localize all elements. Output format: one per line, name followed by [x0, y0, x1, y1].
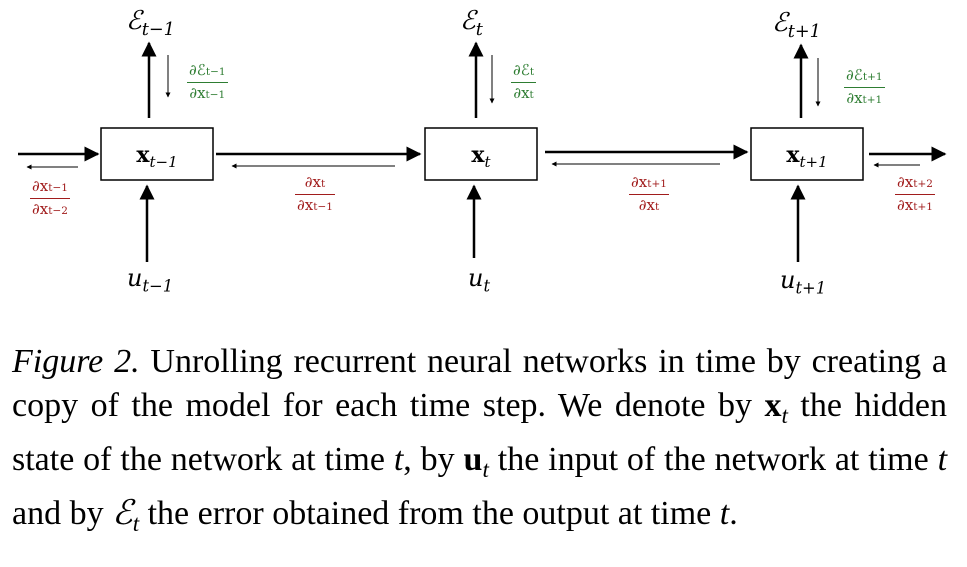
state-gradient-t-plus-2-over-t-plus-1: ∂xt+2 ∂xt+1 — [895, 173, 935, 214]
input-label-t: ut — [468, 264, 491, 296]
state-gradient-t-over-t-minus-1: ∂xt ∂xt−1 — [295, 173, 335, 214]
caption-symbol-x: x — [764, 387, 782, 424]
input-label-t-plus-1: ut+1 — [780, 266, 827, 298]
error-label-t-plus-1: ℰt+1 — [772, 8, 821, 43]
state-label-t: xt — [471, 142, 491, 172]
caption-symbol-t-2: t — [937, 440, 948, 478]
error-gradient-t: ∂ℰt ∂xt — [511, 61, 537, 102]
error-label-t: ℰt — [460, 6, 483, 41]
state-box-t-minus-1 — [100, 127, 214, 181]
state-box-t — [424, 127, 538, 181]
error-label-t-minus-1: ℰt−1 — [126, 6, 175, 41]
caption-symbol-e: ℰ — [112, 494, 133, 532]
error-gradient-t-plus-1: ∂ℰt+1 ∂xt+1 — [844, 66, 885, 107]
caption-symbol-u: u — [463, 440, 483, 478]
caption-text-3: , by — [403, 440, 464, 478]
caption-text-7: . — [729, 494, 738, 532]
state-label-t-plus-1: xt+1 — [786, 142, 828, 172]
state-box-t-plus-1 — [750, 127, 864, 181]
caption-text-5: and by — [12, 494, 113, 532]
error-gradient-t-minus-1: ∂ℰt−1 ∂xt−1 — [187, 61, 228, 102]
caption-symbol-t-1: t — [393, 440, 404, 478]
state-label-t-minus-1: xt−1 — [136, 142, 178, 172]
caption-text-4: the input of the network at time — [488, 440, 938, 478]
caption-text-2: the hidden state of the network at time — [12, 387, 947, 478]
figure-number: Figure 2. — [12, 343, 140, 380]
state-gradient-t-plus-1-over-t: ∂xt+1 ∂xt — [629, 173, 669, 214]
caption-sub-t-1: t — [781, 402, 788, 429]
rnn-unrolled-diagram — [18, 41, 947, 262]
caption-symbol-t-3: t — [719, 494, 730, 532]
input-label-t-minus-1: ut−1 — [127, 264, 174, 296]
caption-sub-t-3: t — [132, 510, 140, 537]
state-gradient-t-minus-1-over-t-minus-2: ∂xt−1 ∂xt−2 — [30, 177, 70, 218]
caption-sub-t-2: t — [482, 456, 489, 483]
caption-text-6: the error obtained from the output at ti… — [139, 494, 720, 532]
figure-caption: Figure 2. Unrolling recurrent neural net… — [12, 340, 947, 546]
caption-text-1: Unrolling recurrent neural networks in t… — [12, 343, 947, 424]
